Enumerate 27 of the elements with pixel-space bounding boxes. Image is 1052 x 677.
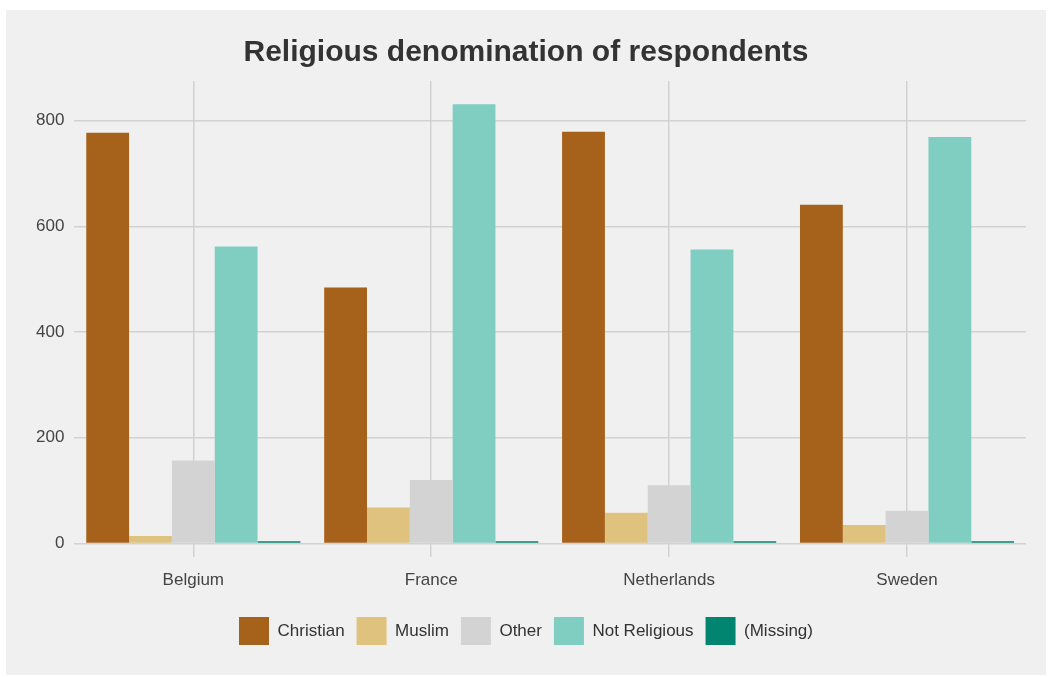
bar [799, 204, 843, 543]
bar [928, 137, 972, 543]
bar [562, 131, 605, 543]
y-tick-label: 0 [54, 533, 65, 553]
bar [324, 287, 367, 543]
chart-title: Religious denomination of respondents [243, 34, 809, 68]
legend-label: Muslim [395, 620, 449, 640]
bar [842, 524, 886, 543]
legend-label: (Missing) [744, 620, 813, 640]
x-tick-label: Belgium [162, 570, 225, 590]
bar [690, 249, 734, 543]
y-tick-label: 600 [35, 216, 65, 236]
x-tick-label: France [404, 570, 458, 590]
bar [366, 507, 410, 543]
bar [86, 132, 130, 543]
y-tick-label: 400 [35, 321, 65, 341]
x-tick-label: Netherlands [623, 570, 715, 590]
x-tick-label: Sweden [876, 570, 938, 590]
bar [129, 535, 172, 543]
bar [214, 246, 258, 543]
legend-label: Not Religious [592, 620, 694, 640]
legend-label: Other [499, 620, 543, 640]
bar [604, 512, 648, 543]
y-tick-label: 200 [35, 427, 65, 447]
bar [452, 104, 496, 543]
legend-label: Christian [277, 620, 345, 640]
y-tick-label: 800 [35, 110, 65, 130]
